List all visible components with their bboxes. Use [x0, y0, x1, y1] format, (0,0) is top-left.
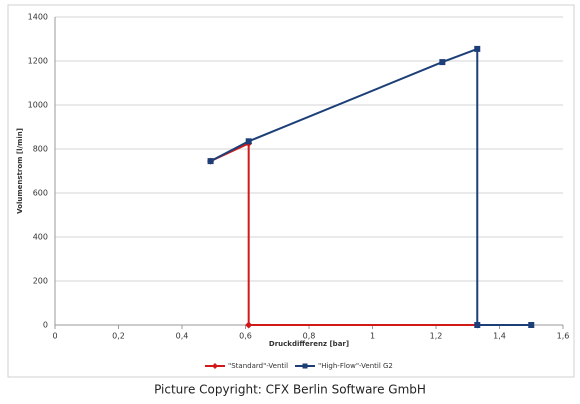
y-tick-label: 800 — [33, 145, 48, 154]
y-tick-label: 400 — [33, 233, 48, 242]
x-tick-label: 1 — [370, 332, 375, 341]
legend-label: "Standard"-Ventil — [228, 362, 288, 370]
legend-swatch-marker — [212, 363, 218, 369]
y-tick-label: 200 — [33, 277, 48, 286]
x-tick-label: 0 — [52, 332, 57, 341]
y-tick-label: 600 — [33, 189, 48, 198]
x-tick-label: 1,2 — [430, 332, 443, 341]
data-point — [474, 45, 481, 52]
y-tick-label: 1400 — [28, 13, 48, 22]
legend-label: "High-Flow"-Ventil G2 — [318, 362, 393, 370]
y-tick-label: 0 — [43, 321, 48, 330]
y-axis-label: Volumenstrom [l/min] — [16, 128, 24, 214]
data-point — [474, 322, 481, 328]
x-tick-label: 0,2 — [112, 332, 125, 341]
series-line — [210, 47, 532, 326]
chart-frame — [7, 4, 575, 378]
x-tick-label: 0,4 — [176, 332, 189, 341]
y-tick-label: 1000 — [28, 101, 48, 110]
caption: Picture Copyright: CFX Berlin Software G… — [154, 383, 426, 397]
data-point — [207, 158, 214, 165]
data-point — [439, 59, 446, 66]
data-point — [245, 138, 252, 145]
x-axis-label: Druckdifferenz [bar] — [269, 340, 349, 348]
legend-swatch-marker — [302, 363, 308, 369]
x-tick-label: 1,4 — [493, 332, 506, 341]
y-tick-label: 1200 — [28, 57, 48, 66]
x-tick-label: 1,6 — [557, 332, 570, 341]
x-tick-label: 0,6 — [239, 332, 252, 341]
data-point — [245, 321, 253, 329]
data-point — [528, 322, 535, 328]
x-tick-label: 0,8 — [303, 332, 316, 341]
